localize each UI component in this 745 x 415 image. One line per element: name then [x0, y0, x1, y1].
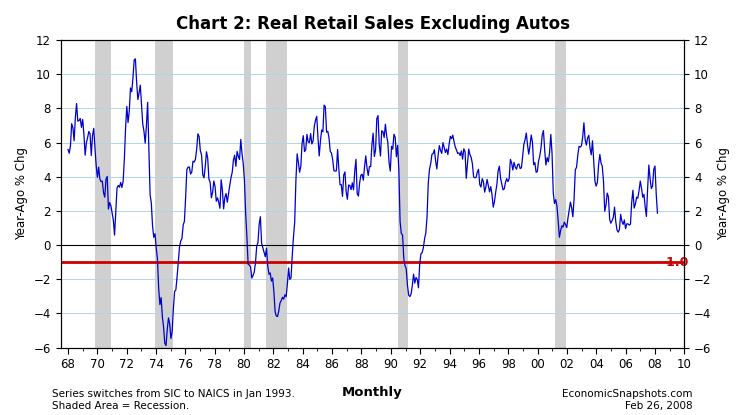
- Bar: [266, 40, 287, 347]
- Text: Monthly: Monthly: [342, 386, 403, 399]
- Bar: [555, 40, 565, 347]
- Text: EconomicSnapshots.com
Feb 26, 2008: EconomicSnapshots.com Feb 26, 2008: [562, 389, 693, 411]
- Text: -1.0: -1.0: [662, 256, 689, 269]
- Text: Series switches from SIC to NAICS in Jan 1993.
Shaded Area = Recession.: Series switches from SIC to NAICS in Jan…: [52, 389, 295, 411]
- Bar: [244, 40, 251, 347]
- Bar: [398, 40, 408, 347]
- Bar: [155, 40, 173, 347]
- Y-axis label: Year-Ago % Chg: Year-Ago % Chg: [15, 147, 28, 240]
- Title: Chart 2: Real Retail Sales Excluding Autos: Chart 2: Real Retail Sales Excluding Aut…: [176, 15, 569, 33]
- Bar: [95, 40, 111, 347]
- Y-axis label: Year-Ago % Chg: Year-Ago % Chg: [717, 147, 730, 240]
